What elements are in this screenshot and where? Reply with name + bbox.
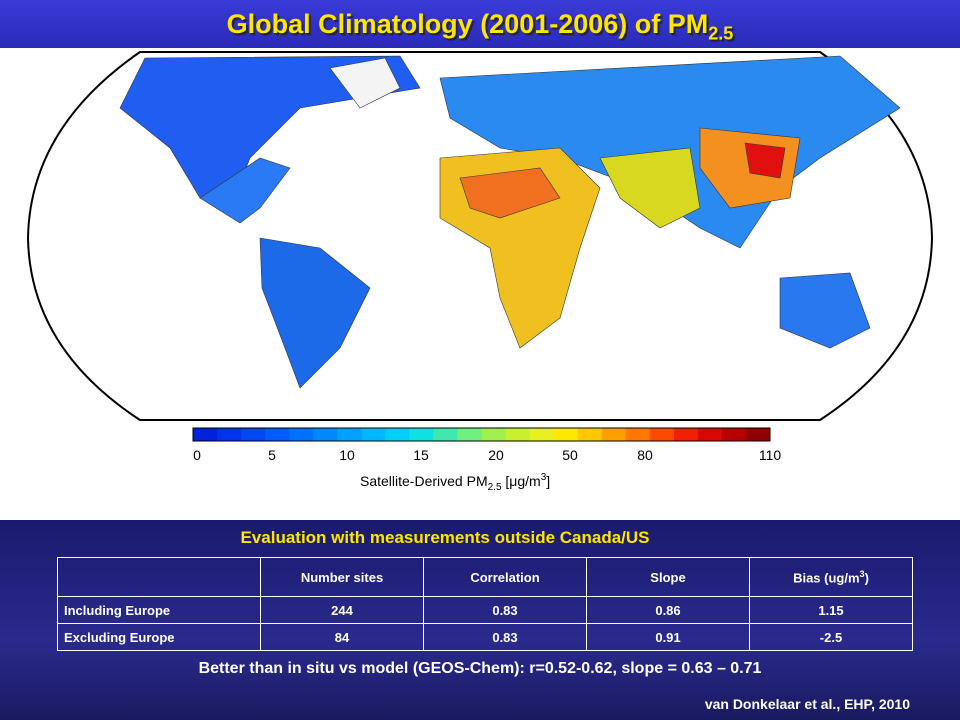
colorbar-segment [649,428,675,441]
bias-text: Bias (ug/m [793,570,860,586]
colorbar-segment [481,428,507,441]
colorbar-tick-label: 15 [413,447,429,463]
colorbar-segment [313,428,338,441]
greenland [329,57,401,109]
colorbar-segment [217,428,242,441]
colorbar-tick-label: 80 [637,447,653,463]
south-america [259,237,371,389]
colorbar-segment [577,428,603,441]
south-asia [599,147,701,229]
title-subscript: 2.5 [708,23,734,44]
colorbar-segment [745,428,771,441]
colorbar-tick-label: 5 [268,447,276,463]
label-unit: g/m [517,473,540,489]
header-cell [57,557,261,597]
colorbar-segment [409,428,434,441]
table-cell: -2.5 [749,623,913,651]
title-text: Global Climatology (2001-2006) of PM [226,9,709,39]
colorbar-segment [361,428,386,441]
colorbar-tick-label: 50 [562,447,578,463]
colorbar-segment [505,428,531,441]
bias-sup: 3 [859,568,865,579]
table-cell: Excluding Europe [57,623,261,651]
colorbar-segment [601,428,627,441]
colorbar-border [192,427,771,442]
china-hotspot [744,142,786,179]
table-cell: 0.86 [586,596,750,624]
colorbar-tick-label: 0 [193,447,201,463]
table-cell: Including Europe [57,596,261,624]
header-row: Number sites Correlation Slope Bias (ug/m3) [57,557,913,597]
colorbar-segment [697,428,723,441]
title-bar: Global Climatology (2001-2006) of PM2.5 [0,0,960,48]
label-text: Satellite-Derived PM [360,473,488,489]
title: Global Climatology (2001-2006) of PM2.5 [226,9,734,43]
us-east [199,157,291,224]
table-row: Excluding Europe 84 0.83 0.91 -2.5 [57,623,913,651]
map-figure: 0 5 10 15 20 50 80 110 Satellite-Derived PM2.5 … [26,51,934,493]
label-mu: μ [509,473,517,489]
colorbar-segment [433,428,458,441]
table-cell: 1.15 [749,596,913,624]
header-cell: Correlation [423,557,587,597]
colorbar-segment [673,428,699,441]
header-cell: Number sites [260,557,424,597]
table-row: Including Europe 244 0.83 0.86 1.15 [57,596,913,624]
label-sub: 2.5 [488,482,502,493]
colorbar-segment [385,428,410,441]
label-sup: 3 [541,472,547,483]
evaluation-panel: Evaluation with measurements outside Can… [0,520,960,720]
colorbar-segment [529,428,555,441]
header-cell: Bias (ug/m3) [749,557,913,597]
colorbar: 0 5 10 15 20 50 80 110 [192,427,782,463]
table-cell: 244 [260,596,424,624]
colorbar-segment [265,428,290,441]
evaluation-heading: Evaluation with measurements outside Can… [240,528,650,547]
colorbar-segment [553,428,579,441]
colorbar-segment [721,428,747,441]
colorbar-segment [289,428,314,441]
australia [779,272,871,349]
note: Better than in situ vs model (GEOS-Chem)… [198,660,762,677]
label-close: ] [546,473,550,489]
label-open: [ [502,473,510,489]
evaluation-table: Number sites Correlation Slope Bias (ug/m3)… [57,557,913,651]
sahara [459,167,561,219]
bias-close: ) [864,570,869,586]
colorbar-segment [337,428,362,441]
colorbar-tick-label: 10 [339,447,355,463]
colorbar-tick-label: 20 [488,447,504,463]
citation: van Donkelaar et al., EHP, 2010 [704,696,910,712]
colorbar-segment [193,428,218,441]
table-cell: 0.91 [586,623,750,651]
header-cell: Slope [586,557,750,597]
colorbar-label: Satellite-Derived PM2.5 [μg/m3] [360,472,550,493]
colorbar-segment [457,428,482,441]
table-cell: 0.83 [423,623,587,651]
table-cell: 0.83 [423,596,587,624]
table-cell: 84 [260,623,424,651]
colorbar-tick-label: 110 [759,447,782,463]
colorbar-segment [625,428,651,441]
colorbar-segment [241,428,266,441]
